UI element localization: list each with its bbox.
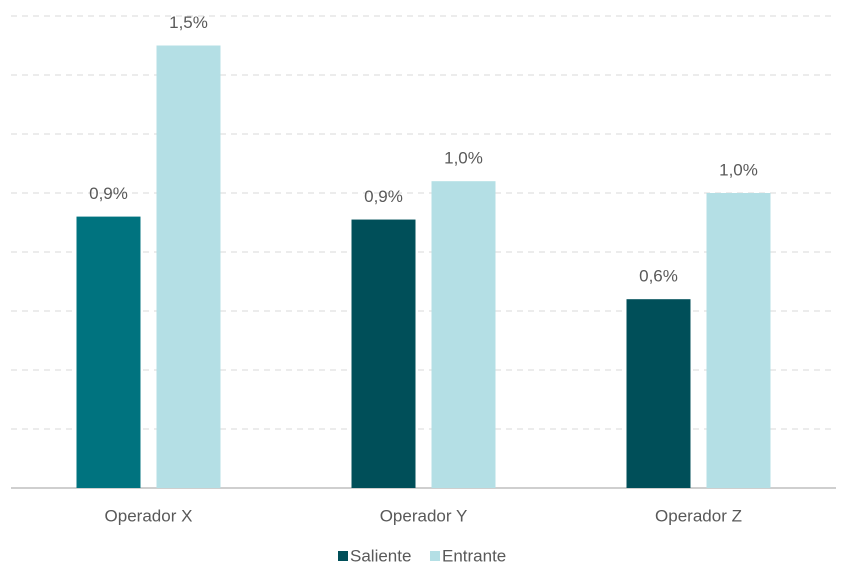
bar xyxy=(626,299,691,488)
legend-label: Entrante xyxy=(442,546,506,565)
data-label: 1,0% xyxy=(719,160,758,179)
data-label: 1,5% xyxy=(169,13,208,32)
bar xyxy=(706,193,771,488)
bar xyxy=(431,181,496,488)
x-tick-label: Operador X xyxy=(105,506,193,525)
bar xyxy=(156,45,221,488)
legend-swatch xyxy=(338,551,348,561)
bar xyxy=(351,219,416,489)
legend-swatch xyxy=(430,551,440,561)
data-label: 0,6% xyxy=(639,267,678,286)
data-label: 0,9% xyxy=(364,187,403,206)
x-tick-label: Operador Y xyxy=(380,506,468,525)
x-tick-label: Operador Z xyxy=(655,506,742,525)
data-label: 0,9% xyxy=(89,184,128,203)
legend-label: Saliente xyxy=(350,546,411,565)
data-label: 1,0% xyxy=(444,149,483,168)
bar xyxy=(76,216,141,488)
